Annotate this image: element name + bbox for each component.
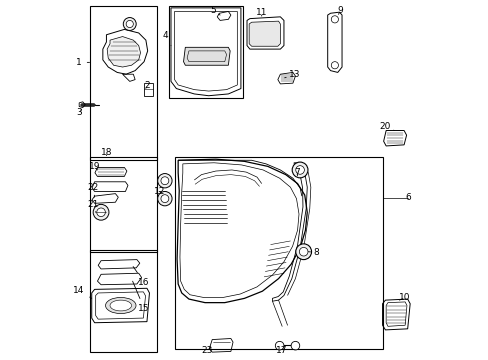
Circle shape: [275, 341, 284, 350]
Text: 3: 3: [76, 108, 81, 117]
Text: 5: 5: [210, 6, 220, 15]
Ellipse shape: [105, 297, 136, 314]
Text: 9: 9: [337, 6, 343, 15]
Polygon shape: [107, 37, 140, 67]
Text: 8: 8: [308, 248, 319, 257]
Text: 4: 4: [162, 31, 171, 45]
Polygon shape: [183, 47, 230, 65]
Text: 12: 12: [153, 187, 164, 196]
Circle shape: [126, 21, 133, 28]
Circle shape: [299, 247, 307, 256]
Text: 19: 19: [89, 162, 101, 171]
Text: 11: 11: [255, 8, 267, 17]
Circle shape: [158, 174, 172, 188]
Text: 17: 17: [276, 346, 287, 355]
Text: 16: 16: [133, 266, 149, 287]
Polygon shape: [249, 21, 280, 46]
Circle shape: [161, 177, 168, 185]
Text: 14: 14: [73, 286, 92, 298]
Text: 20: 20: [379, 122, 394, 131]
Circle shape: [295, 166, 304, 174]
Text: 15: 15: [132, 281, 149, 313]
Text: 18: 18: [101, 148, 112, 157]
Text: 10: 10: [399, 293, 410, 302]
Text: 13: 13: [284, 71, 300, 80]
Text: 7: 7: [294, 168, 300, 177]
Circle shape: [158, 192, 172, 206]
Text: 22: 22: [87, 183, 99, 197]
Circle shape: [123, 18, 136, 31]
Text: 21: 21: [87, 200, 99, 212]
Text: 1: 1: [76, 58, 89, 67]
Circle shape: [161, 195, 168, 203]
Circle shape: [290, 341, 299, 350]
Circle shape: [93, 204, 109, 220]
Text: 23: 23: [201, 346, 212, 355]
Circle shape: [330, 62, 338, 69]
Circle shape: [295, 244, 311, 260]
Circle shape: [330, 16, 338, 23]
Text: 2: 2: [144, 81, 149, 90]
Text: 6: 6: [405, 193, 411, 202]
Circle shape: [97, 208, 105, 217]
Circle shape: [292, 162, 307, 178]
Ellipse shape: [110, 300, 131, 311]
